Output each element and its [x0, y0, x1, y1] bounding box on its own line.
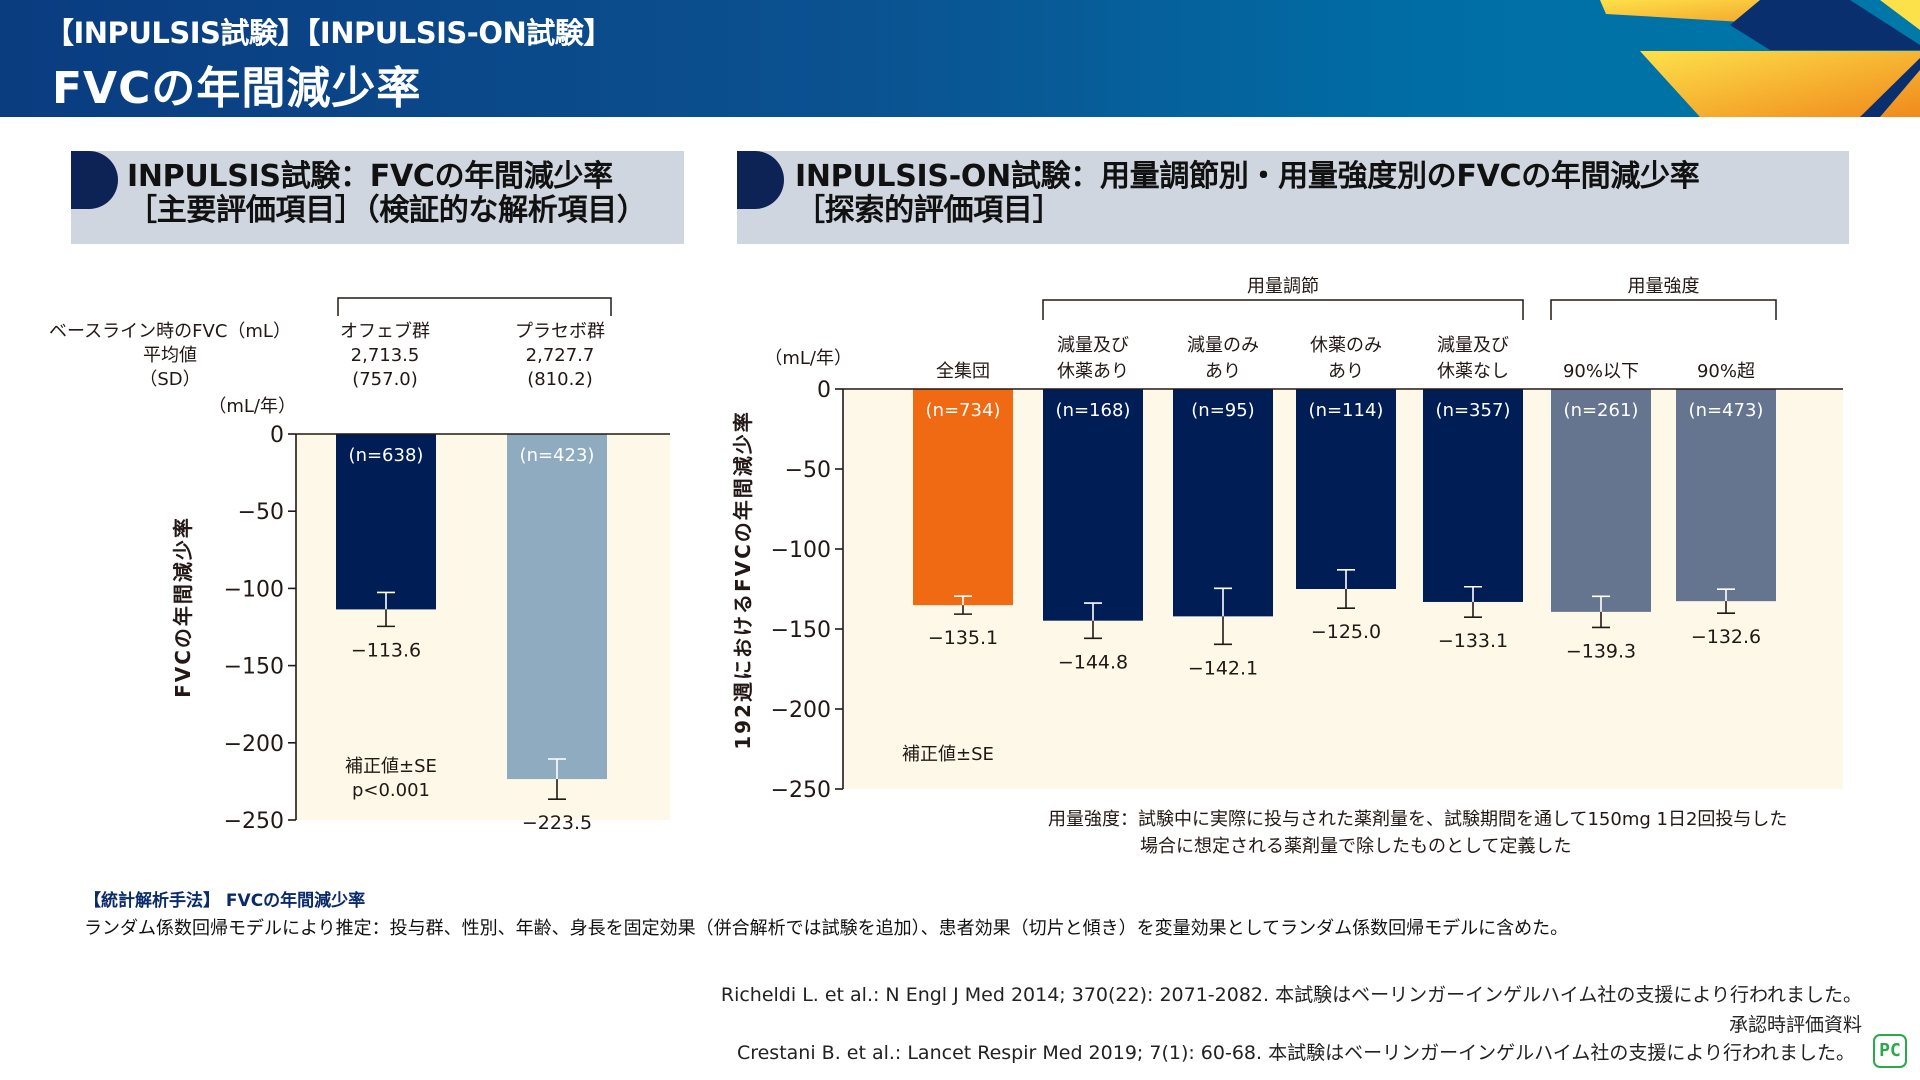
bar — [1676, 389, 1776, 602]
annotation-adjusted-se: 補正値±SE — [345, 756, 437, 777]
right-section-header: INPULSIS-ON試験：用量調節別・用量強度別のFVCの年間減少率 ［探索的… — [737, 151, 1849, 244]
y-tick-label: −250 — [224, 809, 284, 834]
value-label: −142.1 — [1188, 657, 1258, 679]
page-title: FVCの年間減少率 — [52, 63, 422, 114]
value-label: −133.1 — [1438, 630, 1508, 652]
category-label: 全集団 — [936, 361, 990, 382]
baseline-mean-label: 平均値 — [143, 345, 197, 366]
left-section-title: INPULSIS試験：FVCの年間減少率 — [127, 159, 613, 194]
y-tick-label: −50 — [238, 500, 284, 525]
y-tick-label: −50 — [785, 458, 831, 483]
left-section-subtitle: ［主要評価項目］（検証的な解析項目） — [127, 193, 647, 228]
baseline-label: ベースライン時のFVC（mL） — [49, 321, 291, 342]
baseline-row-labels: ベースライン時のFVC（mL） 平均値 （SD） — [40, 320, 300, 392]
group-name: オフェブ群 — [340, 321, 430, 342]
y-tick-label: −200 — [771, 698, 831, 723]
n-label: (n=261) — [1564, 400, 1639, 421]
baseline-group-placebo: プラセボ群 2,727.7 (810.2) — [495, 320, 625, 392]
bar — [1551, 389, 1651, 612]
method-heading: 【統計解析手法】 FVCの年間減少率 — [84, 891, 366, 911]
method-body: ランダム係数回帰モデルにより推定：投与群、性別、年齢、身長を固定効果（併合解析で… — [84, 918, 1569, 939]
value-label: −132.6 — [1691, 626, 1761, 648]
value-label: −144.8 — [1058, 651, 1128, 673]
header-subtitle: 【INPULSIS試験】【INPULSIS-ON試験】 — [45, 16, 612, 50]
section-marker-icon — [737, 151, 784, 209]
group-label: 用量強度 — [1628, 276, 1700, 297]
decorative-shapes-icon — [1600, 0, 1920, 117]
value-label: −135.1 — [928, 627, 998, 649]
category-label: 休薬のみ — [1310, 335, 1382, 356]
category-label: あり — [1328, 361, 1364, 382]
category-label: 休薬なし — [1437, 361, 1509, 382]
unit-label: （mL/年） — [208, 396, 296, 417]
annotation-adjusted-se: 補正値±SE — [902, 744, 994, 765]
right-section-title: INPULSIS-ON試験：用量調節別・用量強度別のFVCの年間減少率 — [795, 159, 1700, 194]
y-tick-label: −250 — [771, 778, 831, 803]
y-tick-label: −150 — [771, 618, 831, 643]
baseline-sd-label: （SD） — [139, 369, 201, 390]
dose-intensity-definition: 用量強度：試験中に実際に投与された薬剤量を、試験期間を通して150mg 1日2回… — [1048, 806, 1787, 860]
group-mean: 2,727.7 — [525, 345, 595, 366]
bar — [1423, 389, 1523, 602]
left-section-header: INPULSIS試験：FVCの年間減少率 ［主要評価項目］（検証的な解析項目） — [71, 151, 684, 244]
n-label: (n=114) — [1309, 400, 1384, 421]
y-tick-label: 0 — [817, 378, 831, 403]
definition-line: 用量強度：試験中に実際に投与された薬剤量を、試験期間を通して150mg 1日2回… — [1048, 809, 1788, 830]
value-label: −113.6 — [351, 639, 421, 661]
n-label: (n=168) — [1056, 400, 1131, 421]
value-label: −223.5 — [522, 812, 592, 834]
group-sd: (810.2) — [527, 369, 593, 390]
category-label: 90%以下 — [1563, 361, 1639, 382]
group-bracket — [337, 297, 612, 316]
reference-2: Crestani B. et al.: Lancet Respir Med 20… — [736, 1042, 1855, 1064]
n-label: (n=423) — [520, 445, 595, 466]
bar — [1173, 389, 1273, 617]
n-label: (n=473) — [1689, 400, 1764, 421]
bar — [913, 389, 1013, 606]
value-label: −139.3 — [1566, 640, 1636, 662]
header-banner: 【INPULSIS試験】【INPULSIS-ON試験】 FVCの年間減少率 — [0, 0, 1920, 117]
group-sd: (757.0) — [352, 369, 418, 390]
category-label: 減量のみ — [1187, 335, 1259, 356]
n-label: (n=357) — [1436, 400, 1511, 421]
baseline-group-ofev: オフェブ群 2,713.5 (757.0) — [320, 320, 450, 392]
category-label: あり — [1205, 361, 1241, 382]
category-label: 90%超 — [1697, 361, 1755, 382]
pc-badge-icon: PC — [1873, 1034, 1907, 1068]
y-tick-label: −100 — [224, 577, 284, 602]
reference-1: Richeldi L. et al.: N Engl J Med 2014; 3… — [720, 984, 1862, 1006]
category-label: 減量及び — [1437, 335, 1509, 356]
section-marker-icon — [71, 151, 118, 209]
group-name: プラセボ群 — [515, 321, 605, 342]
group-bracket — [1550, 299, 1777, 320]
definition-line: 場合に想定される薬剤量で除したものとして定義した — [1140, 836, 1572, 857]
bar — [1043, 389, 1143, 621]
n-label: (n=638) — [349, 445, 424, 466]
group-mean: 2,713.5 — [350, 345, 420, 366]
y-tick-label: −150 — [224, 655, 284, 680]
n-label: (n=734) — [926, 400, 1001, 421]
bar — [507, 434, 607, 780]
y-axis-title: 192週におけるFVCの年間減少率 — [731, 410, 755, 750]
n-label: (n=95) — [1191, 400, 1254, 421]
annotation-p-value: p<0.001 — [352, 780, 430, 801]
value-label: −125.0 — [1311, 621, 1381, 643]
y-tick-label: 0 — [270, 423, 284, 448]
approval-note: 承認時評価資料 — [1728, 1014, 1862, 1036]
group-bracket — [1042, 299, 1524, 320]
y-tick-label: −200 — [224, 732, 284, 757]
y-tick-label: −100 — [771, 538, 831, 563]
category-label: 減量及び — [1057, 335, 1129, 356]
group-label: 用量調節 — [1247, 276, 1319, 297]
bar — [336, 434, 436, 610]
bar — [1296, 389, 1396, 589]
unit-label: （mL/年） — [764, 348, 852, 369]
category-label: 休薬あり — [1057, 361, 1129, 382]
right-section-subtitle: ［探索的評価項目］ — [795, 193, 1063, 228]
y-axis-title: FVCの年間減少率 — [171, 516, 195, 698]
